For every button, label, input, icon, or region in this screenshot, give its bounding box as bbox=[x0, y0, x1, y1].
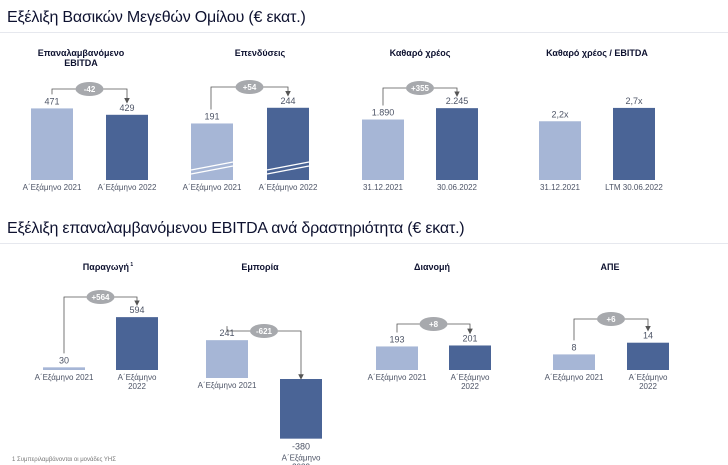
delta-bubble bbox=[235, 80, 264, 94]
category-label-current: Α΄Εξάμηνο 2022 bbox=[259, 183, 318, 192]
bar-prior-period bbox=[376, 346, 418, 370]
value-label-prior: 8 bbox=[571, 342, 576, 352]
value-label-current: 244 bbox=[280, 96, 295, 106]
chart-title: Εμπορία bbox=[241, 262, 279, 272]
category-label-prior: Α΄Εξάμηνο 2021 bbox=[368, 373, 427, 382]
value-label-prior: 191 bbox=[204, 111, 219, 121]
footnote: 1 Συμπεριλαμβάνονται οι μονάδες ΥΗΣ bbox=[12, 457, 116, 463]
value-label-prior: 193 bbox=[389, 334, 404, 344]
category-label-prior: 31.12.2021 bbox=[363, 183, 404, 192]
bar-current-period bbox=[449, 345, 491, 370]
category-label-prior: 31.12.2021 bbox=[540, 183, 581, 192]
axis-break-mark bbox=[266, 165, 310, 175]
category-label-current: 30.06.2022 bbox=[437, 183, 478, 192]
category-label-prior: Α΄Εξάμηνο 2021 bbox=[23, 183, 82, 192]
bar-current-period bbox=[627, 342, 669, 370]
chart-title: ΑΠΕ bbox=[600, 262, 619, 272]
value-label-current: 594 bbox=[129, 305, 144, 315]
delta-label: +355 bbox=[411, 84, 430, 93]
delta-bubble bbox=[597, 312, 625, 326]
bar-current-period bbox=[267, 107, 309, 180]
category-label-prior: Α΄Εξάμηνο 2021 bbox=[183, 183, 242, 192]
chart-title: Επενδύσεις bbox=[235, 48, 286, 58]
divider bbox=[0, 32, 728, 33]
divider bbox=[0, 243, 728, 244]
value-label-current: 429 bbox=[119, 103, 134, 113]
section-title-ebitda-by-activity: Εξέλιξη επαναλαμβανόμενου EBITDA ανά δρα… bbox=[7, 220, 465, 237]
value-label-prior: 471 bbox=[44, 96, 59, 106]
category-label-prior: Α΄Εξάμηνο 2021 bbox=[198, 381, 257, 390]
chart-title: Επαναλαμβανόμενο EBITDA bbox=[38, 48, 125, 68]
delta-label: -621 bbox=[256, 327, 273, 336]
value-label-current: 2.245 bbox=[446, 96, 469, 106]
value-label-current: 14 bbox=[643, 331, 653, 341]
delta-label: +8 bbox=[429, 320, 439, 329]
delta-bubble bbox=[75, 82, 104, 96]
value-label-current: -380 bbox=[292, 442, 310, 452]
bar-current-period bbox=[116, 317, 158, 370]
value-label-prior: 241 bbox=[219, 328, 234, 338]
bar-prior-period bbox=[553, 354, 595, 370]
bar-prior-period bbox=[362, 119, 404, 180]
bar-prior-period bbox=[43, 367, 85, 370]
value-label-current: 2,7x bbox=[625, 96, 643, 106]
value-label-prior: 2,2x bbox=[551, 109, 569, 119]
delta-bubble bbox=[250, 324, 278, 338]
delta-label: +564 bbox=[91, 293, 110, 302]
axis-break-mark bbox=[266, 161, 310, 171]
chart-title: Διανομή bbox=[414, 262, 450, 272]
category-label-prior: Α΄Εξάμηνο 2021 bbox=[35, 373, 94, 382]
delta-label: -42 bbox=[84, 85, 96, 94]
section-title-group-metrics: Εξέλιξη Βασικών Μεγεθών Ομίλου (€ εκατ.) bbox=[7, 9, 306, 26]
chart-title: Παραγωγή 1 bbox=[83, 262, 134, 272]
value-label-current: 201 bbox=[462, 333, 477, 343]
delta-label: +6 bbox=[606, 315, 616, 324]
category-label-current: LTM 30.06.2022 bbox=[605, 183, 663, 192]
bar-current-period bbox=[106, 114, 148, 180]
value-label-prior: 1.890 bbox=[372, 108, 395, 118]
delta-bubble bbox=[419, 317, 448, 331]
bar-prior-period bbox=[31, 108, 73, 180]
bar-prior-period bbox=[191, 123, 233, 180]
value-label-prior: 30 bbox=[59, 355, 69, 365]
delta-bubble bbox=[406, 81, 434, 95]
chart-title: Καθαρό χρέος bbox=[390, 48, 451, 58]
delta-bubble bbox=[86, 290, 115, 304]
axis-break-mark bbox=[190, 161, 234, 171]
bar-current-period bbox=[436, 108, 478, 180]
axis-break-mark bbox=[190, 165, 234, 175]
category-label-prior: Α΄Εξάμηνο 2021 bbox=[545, 373, 604, 382]
chart-title: Καθαρό χρέος / EBITDA bbox=[546, 48, 648, 58]
bar-current-period bbox=[613, 107, 655, 180]
footnote-marker: 1 bbox=[129, 262, 133, 268]
bar-prior-period bbox=[539, 121, 581, 180]
category-label-current: Α΄Εξάμηνο 2022 bbox=[98, 183, 157, 192]
bar-prior-period bbox=[206, 340, 248, 378]
delta-label: +54 bbox=[243, 83, 257, 92]
bar-current-period bbox=[280, 379, 322, 439]
